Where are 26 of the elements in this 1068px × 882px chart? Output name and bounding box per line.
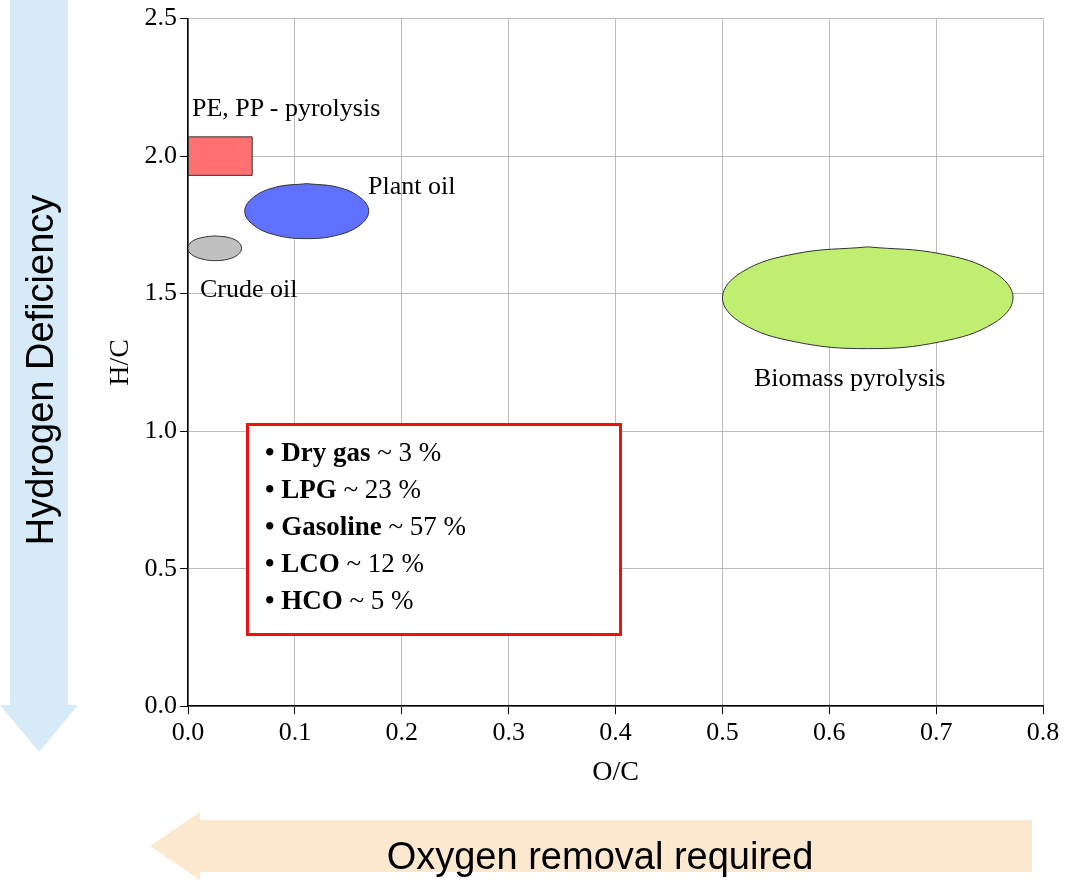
x-tick-label: 0.5: [706, 716, 739, 746]
y-axis-title: H/C: [103, 339, 135, 386]
x-tick-label: 0.3: [492, 716, 525, 746]
annotation: PE, PP - pyrolysis: [192, 93, 381, 123]
y-tick-label: 1.0: [144, 414, 178, 444]
y-tick-label: 1.5: [144, 277, 178, 307]
x-tick-label: 0.2: [385, 716, 419, 746]
x-axis-title: O/C: [592, 754, 639, 786]
annotation: Crude oil: [200, 274, 298, 304]
annotation: • LPG ~ 23 %: [265, 473, 423, 506]
annotation: • Dry gas ~ 3 %: [265, 436, 443, 469]
x-tick-label: 0.4: [599, 716, 632, 746]
y-tick-label: 2.0: [144, 139, 178, 169]
annotation: • LCO ~ 12 %: [265, 547, 426, 580]
annotation: • HCO ~ 5 %: [265, 584, 415, 617]
y-tick-label: 2.5: [144, 2, 178, 32]
x-tick-label: 0.8: [1026, 716, 1060, 746]
x-tick-label: 0.7: [919, 716, 953, 746]
x-tick-label: 0.6: [813, 716, 846, 746]
annotation: Plant oil: [368, 171, 456, 201]
text: Oxygen removal required: [386, 834, 814, 878]
y-tick-label: 0.5: [144, 552, 178, 582]
annotation: Biomass pyrolysis: [754, 363, 946, 393]
annotation: • Gasoline ~ 57 %: [265, 510, 468, 543]
x-tick-label: 0.1: [278, 716, 312, 746]
text: Hydrogen Deficiency: [18, 194, 62, 546]
